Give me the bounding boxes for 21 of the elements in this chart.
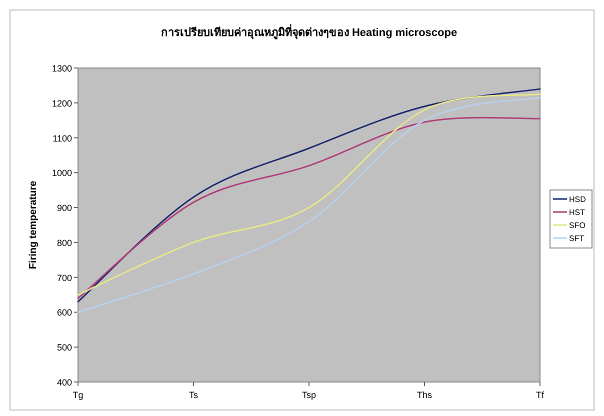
x-tick-label: Ths bbox=[416, 390, 432, 400]
y-tick-label: 400 bbox=[56, 378, 72, 388]
legend-label: SFT bbox=[569, 234, 584, 243]
x-tick-label: Tf bbox=[536, 390, 544, 400]
chart-title: การเปรียบเทียบค่าอุณหภูมิที่จุดต่างๆของ Heating microscope bbox=[160, 24, 458, 40]
x-tick-label: Tsp bbox=[302, 390, 316, 400]
y-tick-label: 700 bbox=[56, 272, 72, 283]
x-tick-label: Ts bbox=[189, 390, 198, 400]
x-tick-label: Tg bbox=[72, 390, 84, 400]
y-tick-label: 1300 bbox=[52, 64, 72, 74]
legend-label: HSD bbox=[569, 195, 586, 204]
y-tick-label: 500 bbox=[56, 342, 72, 353]
y-tick-label: 600 bbox=[56, 308, 72, 318]
y-tick-label: 800 bbox=[56, 238, 72, 248]
y-tick-label: 1000 bbox=[52, 168, 72, 178]
y-tick-label: 1200 bbox=[52, 98, 72, 108]
y-axis-title: Firing temperature bbox=[28, 180, 39, 270]
y-tick-label: 1100 bbox=[52, 133, 72, 144]
legend-label: SFO bbox=[569, 221, 586, 230]
legend-label: HST bbox=[569, 208, 586, 217]
y-tick-label: 900 bbox=[56, 203, 72, 214]
